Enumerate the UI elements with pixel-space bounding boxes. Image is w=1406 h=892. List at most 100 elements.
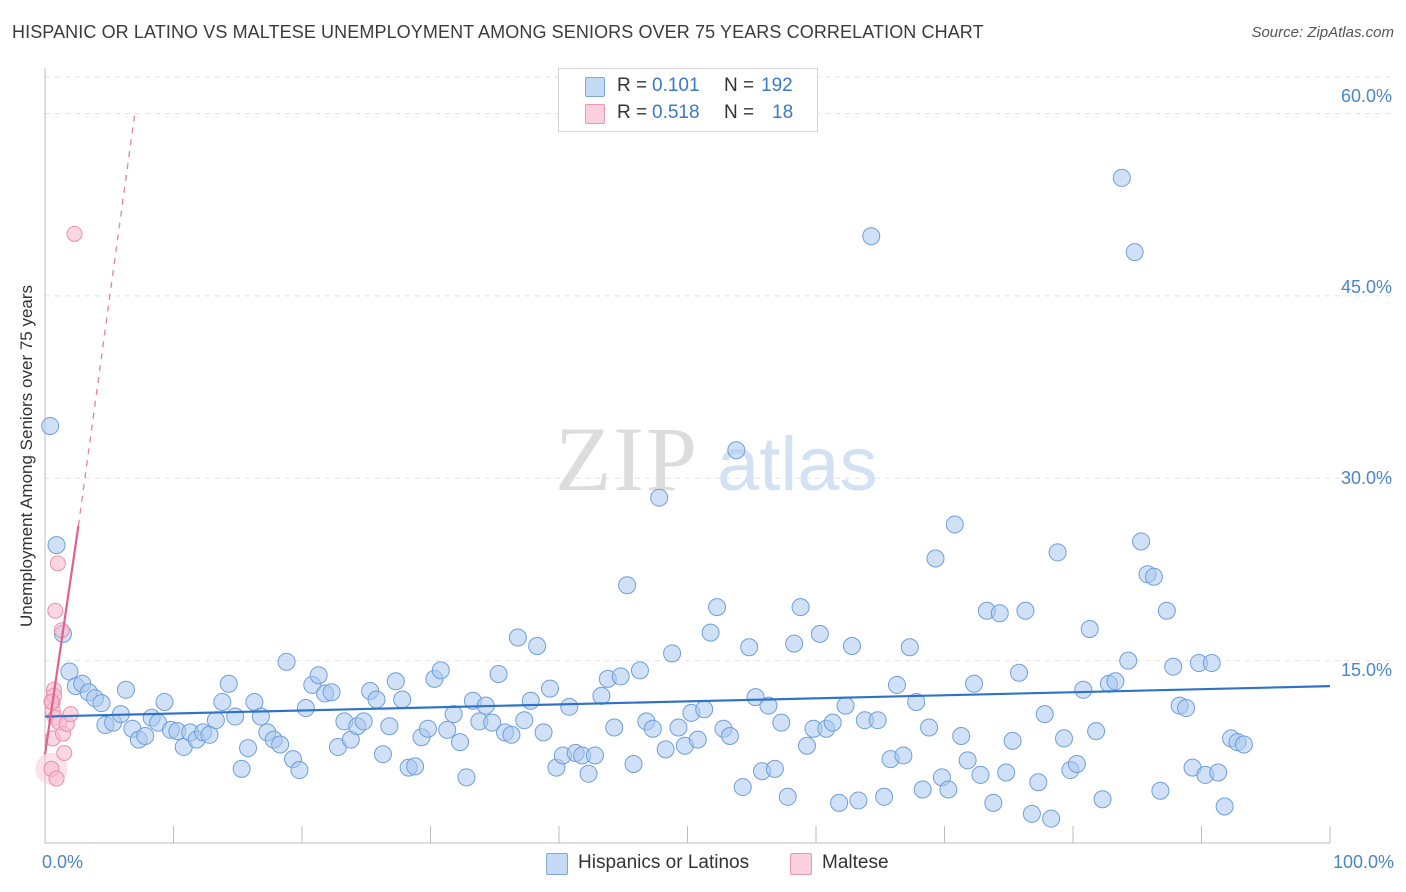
- stats-legend: R = 0.101 N = 192 R = 0.518 N = 18: [558, 68, 818, 132]
- data-point-hispanic: [1080, 620, 1099, 639]
- data-point-hispanic: [798, 736, 817, 755]
- source-label: Source: ZipAtlas.com: [1251, 24, 1394, 41]
- data-point-hispanic: [630, 661, 649, 680]
- data-point-hispanic: [219, 674, 238, 693]
- data-point-hispanic: [1132, 532, 1151, 551]
- data-point-hispanic: [534, 723, 553, 742]
- data-point-hispanic: [393, 690, 412, 709]
- data-point-hispanic: [759, 696, 778, 715]
- data-point-hispanic: [451, 733, 470, 752]
- legend-series2-label: Maltese: [822, 852, 889, 873]
- data-point-hispanic: [521, 691, 540, 710]
- data-point-hispanic: [206, 711, 225, 730]
- legend-r-value: 0.101: [652, 75, 700, 96]
- legend-n-label: N =: [724, 102, 755, 123]
- data-point-hispanic: [380, 717, 399, 736]
- data-point-hispanic: [354, 712, 373, 731]
- data-point-hispanic: [116, 680, 135, 699]
- data-point-hispanic: [136, 727, 155, 746]
- data-point-hispanic: [528, 637, 547, 656]
- data-point-hispanic: [226, 707, 245, 726]
- legend-n-value: 192: [761, 75, 793, 96]
- data-point-hispanic: [1016, 601, 1035, 620]
- data-point-hispanic: [1055, 729, 1074, 748]
- data-point-hispanic: [926, 549, 945, 568]
- data-point-hispanic: [939, 780, 958, 799]
- data-point-hispanic: [290, 761, 309, 780]
- data-point-hispanic: [232, 759, 251, 778]
- data-point-hispanic: [997, 763, 1016, 782]
- data-point-hispanic: [438, 720, 457, 739]
- data-point-hispanic: [1067, 754, 1086, 773]
- data-point-maltese: [66, 225, 83, 242]
- data-point-hispanic: [41, 416, 60, 435]
- data-point-hispanic: [990, 604, 1009, 623]
- data-point-hispanic: [309, 666, 328, 685]
- data-point-hispanic: [483, 713, 502, 732]
- data-point-hispanic: [502, 725, 521, 744]
- data-point-hispanic: [406, 757, 425, 776]
- data-point-hispanic: [1087, 722, 1106, 741]
- data-point-hispanic: [720, 727, 739, 746]
- data-point-hispanic: [836, 696, 855, 715]
- legend-n-label: N =: [724, 75, 755, 96]
- data-point-hispanic: [1112, 168, 1131, 187]
- data-point-hispanic: [1151, 781, 1170, 800]
- data-point-hispanic: [965, 674, 984, 693]
- hispanic-points: [41, 168, 1253, 828]
- data-point-hispanic: [669, 718, 688, 737]
- data-point-hispanic: [887, 675, 906, 694]
- data-point-maltese: [49, 555, 66, 572]
- data-point-hispanic: [489, 664, 508, 683]
- legend-swatch-pink: [790, 853, 812, 875]
- data-point-hispanic: [585, 746, 604, 765]
- x-tick-label-min: 0.0%: [42, 852, 84, 872]
- data-point-hispanic: [386, 672, 405, 691]
- legend-r-value: 0.518: [652, 102, 700, 123]
- data-point-hispanic: [868, 711, 887, 730]
- y-tick-label: 15.0%: [1340, 660, 1392, 680]
- data-point-hispanic: [643, 719, 662, 738]
- data-point-hispanic: [1022, 804, 1041, 823]
- data-point-hispanic: [418, 719, 437, 738]
- y-tick-label: 60.0%: [1340, 86, 1392, 106]
- data-point-hispanic: [1125, 243, 1144, 262]
- data-point-hispanic: [579, 764, 598, 783]
- data-point-hispanic: [92, 694, 111, 713]
- data-point-hispanic: [778, 787, 797, 806]
- data-point-hispanic: [765, 759, 784, 778]
- data-point-hispanic: [1042, 809, 1061, 828]
- data-point-hispanic: [1093, 790, 1112, 809]
- gridlines: [45, 76, 1395, 662]
- data-point-hispanic: [1119, 651, 1138, 670]
- data-point-hispanic: [650, 488, 669, 507]
- data-point-hispanic: [810, 624, 829, 643]
- data-point-hispanic: [457, 768, 476, 787]
- data-point-hispanic: [1215, 797, 1234, 816]
- maltese-points: [35, 225, 83, 787]
- trend-line-maltese: [43, 525, 80, 755]
- data-point-hispanic: [842, 637, 861, 656]
- data-point-hispanic: [772, 713, 791, 732]
- data-point-hispanic: [785, 634, 804, 653]
- data-point-hispanic: [277, 652, 296, 671]
- data-point-hispanic: [1003, 731, 1022, 750]
- data-point-hispanic: [1029, 773, 1048, 792]
- legend-swatch-blue: [585, 77, 605, 97]
- data-point-hispanic: [431, 661, 450, 680]
- data-point-hispanic: [1234, 735, 1253, 754]
- data-point-hispanic: [900, 638, 919, 657]
- legend-r-label: R =: [617, 75, 648, 96]
- data-point-hispanic: [791, 598, 810, 617]
- data-point-hispanic: [560, 697, 579, 716]
- data-point-hispanic: [727, 441, 746, 460]
- legend-r-label: R =: [617, 102, 648, 123]
- data-point-hispanic: [515, 711, 534, 730]
- data-point-hispanic: [708, 598, 727, 617]
- data-point-hispanic: [984, 793, 1003, 812]
- data-point-hispanic: [958, 751, 977, 770]
- data-point-maltese: [56, 745, 73, 762]
- data-point-hispanic: [849, 791, 868, 810]
- data-point-hispanic: [663, 644, 682, 663]
